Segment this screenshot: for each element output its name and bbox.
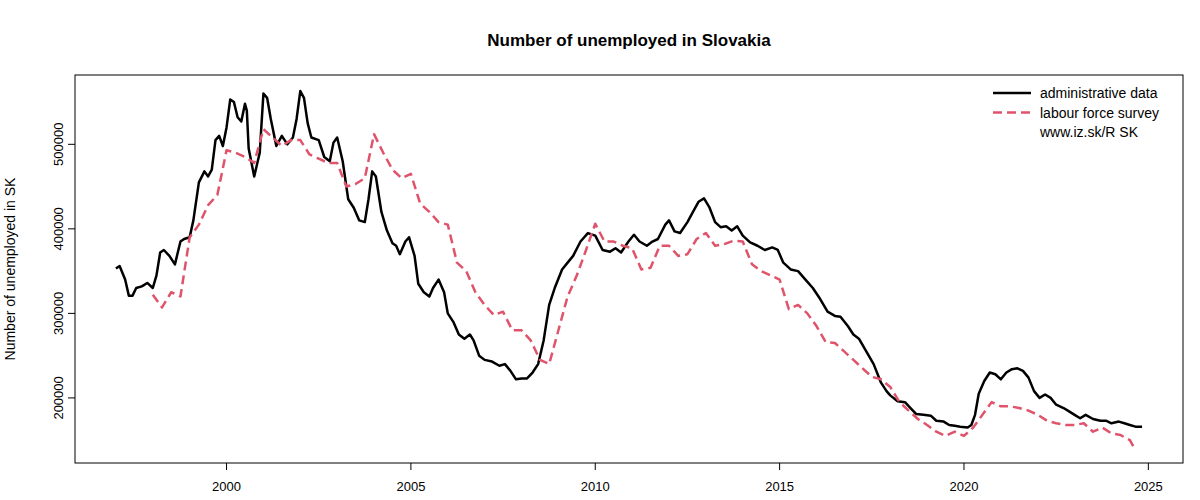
y-tick-label: 500000 (51, 123, 66, 166)
legend-label: labour force survey (1040, 105, 1159, 121)
y-tick-label: 300000 (51, 292, 66, 335)
legend-swatch (993, 92, 1031, 95)
x-tick-label: 2015 (765, 479, 794, 494)
y-tick (68, 397, 75, 398)
x-tick (779, 463, 780, 470)
series-line (116, 91, 1142, 427)
x-tick-label: 2000 (212, 479, 241, 494)
x-tick-label: 2010 (581, 479, 610, 494)
chart: Number of unemployed in Slovakia Number o… (0, 0, 1200, 500)
plot-frame (75, 75, 1183, 463)
x-tick-label: 2025 (1134, 479, 1163, 494)
title: Number of unemployed in Slovakia (487, 31, 771, 50)
x-tick-label: 2005 (396, 479, 425, 494)
x-tick (410, 463, 411, 470)
plot-data (116, 91, 1142, 447)
x-tick (1148, 463, 1149, 470)
y-tick (68, 313, 75, 314)
y-axis-label: Number of unemployed in SK (2, 177, 18, 361)
y-tick (68, 144, 75, 145)
series-line (153, 129, 1134, 447)
y-tick-label: 200000 (51, 376, 66, 419)
y-tick-label: 400000 (51, 207, 66, 250)
legend-swatch (993, 111, 1031, 114)
annotation: www.iz.sk/R SK (1039, 124, 1139, 140)
x-tick (595, 463, 596, 470)
x-tick-label: 2020 (950, 479, 979, 494)
y-tick (68, 228, 75, 229)
legend-label: administrative data (1040, 85, 1158, 101)
x-tick (963, 463, 964, 470)
x-tick (226, 463, 227, 470)
legend: administrative data labour force survey ww… (993, 85, 1159, 140)
